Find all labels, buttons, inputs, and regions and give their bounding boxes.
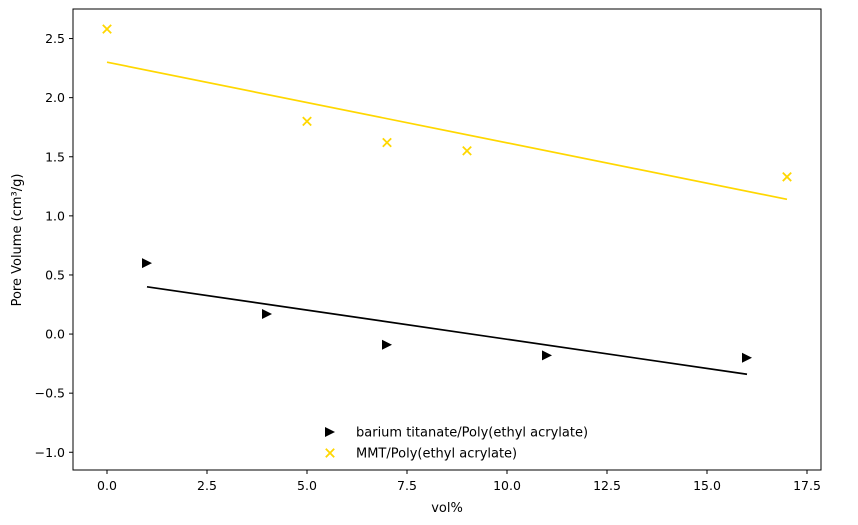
legend-marker-series-1	[325, 448, 335, 458]
fit-line-series-1	[106, 61, 788, 201]
data-point-series-0	[382, 339, 392, 350]
legend-label-series-1: MMT/Poly(ethyl acrylate)	[356, 447, 517, 462]
legend: barium titanate/Poly(ethyl acrylate) MMT/…	[325, 426, 588, 462]
legend-label-series-0: barium titanate/Poly(ethyl acrylate)	[356, 426, 588, 441]
y-tick-label: 1.5	[45, 149, 65, 164]
fit-line-series-0	[146, 285, 748, 376]
x-axis-ticks: 0.0 2.5 5.0 7.5 10.0 12.5 15.0 17.5	[97, 470, 821, 493]
plot-area	[72, 8, 822, 471]
data-point-series-0	[262, 308, 272, 319]
y-tick-label: 2.0	[45, 90, 65, 105]
y-tick-label: 2.5	[45, 31, 65, 46]
data-point-series-1	[462, 146, 472, 156]
legend-marker-series-0	[325, 427, 335, 437]
data-point-series-0	[742, 352, 752, 363]
x-tick-label: 2.5	[197, 478, 217, 493]
data-points	[102, 24, 792, 363]
y-tick-label: −1.0	[35, 445, 65, 460]
data-point-series-1	[102, 24, 112, 34]
y-tick-label: 1.0	[45, 208, 65, 223]
y-axis-label: Pore Volume (cm³/g)	[10, 174, 25, 307]
x-tick-label: 15.0	[693, 478, 721, 493]
data-point-series-1	[302, 116, 312, 127]
data-point-series-1	[782, 172, 792, 182]
x-tick-label: 5.0	[297, 478, 317, 493]
x-tick-label: 17.5	[793, 478, 821, 493]
x-tick-label: 7.5	[397, 478, 417, 493]
x-tick-label: 0.0	[97, 478, 117, 493]
y-tick-label: 0.0	[45, 327, 65, 342]
x-tick-label: 10.0	[493, 478, 521, 493]
y-tick-label: −0.5	[35, 386, 65, 401]
y-tick-label: 0.5	[45, 267, 65, 282]
data-point-series-0	[142, 258, 152, 269]
x-tick-label: 12.5	[593, 478, 621, 493]
trend-lines	[106, 61, 788, 376]
data-point-series-0	[542, 350, 552, 361]
data-point-series-1	[382, 137, 392, 148]
x-axis-label: vol%	[431, 501, 463, 516]
y-axis-ticks: −1.0 −0.5 0.0 0.5 1.0 1.5 2.0 2.5	[35, 31, 73, 460]
